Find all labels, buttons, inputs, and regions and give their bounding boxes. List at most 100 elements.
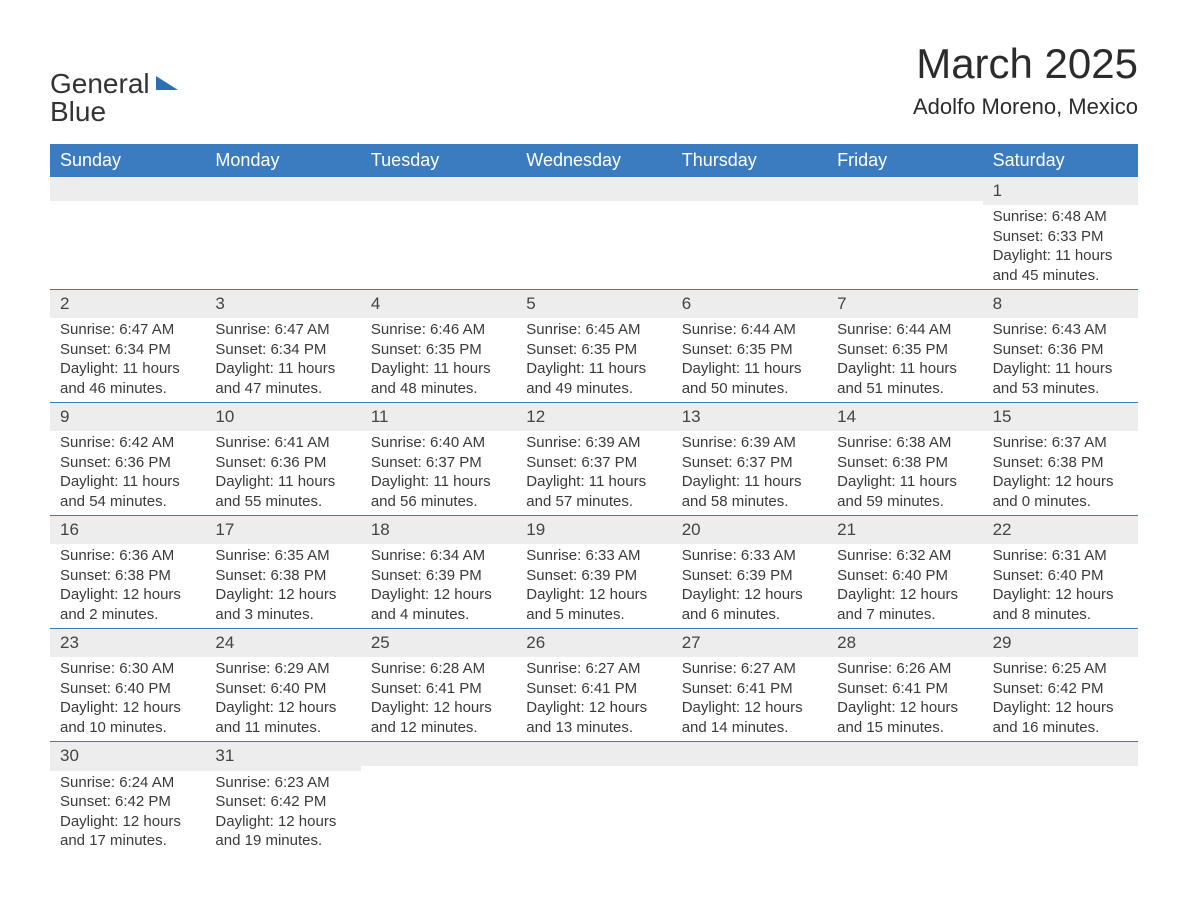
sunrise-text: Sunrise: 6:26 AM — [837, 659, 972, 679]
day-number: 26 — [516, 629, 671, 657]
sunset-text: Sunset: 6:40 PM — [993, 566, 1128, 586]
day-cell: 6Sunrise: 6:44 AMSunset: 6:35 PMDaylight… — [672, 290, 827, 402]
day-cell: 30Sunrise: 6:24 AMSunset: 6:42 PMDayligh… — [50, 742, 205, 854]
daylight-text-1: Daylight: 12 hours — [993, 472, 1128, 492]
day-cell — [672, 177, 827, 289]
daylight-text-2: and 58 minutes. — [682, 492, 817, 512]
day-details: Sunrise: 6:39 AMSunset: 6:37 PMDaylight:… — [516, 431, 671, 515]
day-cell — [827, 177, 982, 289]
day-number: 19 — [516, 516, 671, 544]
logo-triangle-icon — [156, 76, 178, 90]
sunrise-text: Sunrise: 6:33 AM — [682, 546, 817, 566]
daylight-text-1: Daylight: 12 hours — [371, 698, 506, 718]
day-details: Sunrise: 6:47 AMSunset: 6:34 PMDaylight:… — [50, 318, 205, 402]
day-cell: 20Sunrise: 6:33 AMSunset: 6:39 PMDayligh… — [672, 516, 827, 628]
daylight-text-2: and 51 minutes. — [837, 379, 972, 399]
day-number: 11 — [361, 403, 516, 431]
day-number: 30 — [50, 742, 205, 770]
daylight-text-2: and 54 minutes. — [60, 492, 195, 512]
sunset-text: Sunset: 6:34 PM — [215, 340, 350, 360]
day-details: Sunrise: 6:47 AMSunset: 6:34 PMDaylight:… — [205, 318, 360, 402]
daylight-text-1: Daylight: 11 hours — [526, 472, 661, 492]
sunset-text: Sunset: 6:35 PM — [371, 340, 506, 360]
daylight-text-2: and 55 minutes. — [215, 492, 350, 512]
day-number: 1 — [983, 177, 1138, 205]
day-cell: 3Sunrise: 6:47 AMSunset: 6:34 PMDaylight… — [205, 290, 360, 402]
day-cell: 12Sunrise: 6:39 AMSunset: 6:37 PMDayligh… — [516, 403, 671, 515]
empty-day-bar — [672, 177, 827, 201]
day-number: 17 — [205, 516, 360, 544]
daylight-text-2: and 5 minutes. — [526, 605, 661, 625]
day-details: Sunrise: 6:26 AMSunset: 6:41 PMDaylight:… — [827, 657, 982, 741]
day-details: Sunrise: 6:43 AMSunset: 6:36 PMDaylight:… — [983, 318, 1138, 402]
daylight-text-1: Daylight: 12 hours — [526, 585, 661, 605]
sunset-text: Sunset: 6:35 PM — [526, 340, 661, 360]
daylight-text-2: and 14 minutes. — [682, 718, 817, 738]
weeks-container: 1Sunrise: 6:48 AMSunset: 6:33 PMDaylight… — [50, 177, 1138, 855]
daylight-text-1: Daylight: 11 hours — [215, 472, 350, 492]
day-details: Sunrise: 6:27 AMSunset: 6:41 PMDaylight:… — [516, 657, 671, 741]
sunrise-text: Sunrise: 6:46 AM — [371, 320, 506, 340]
sunrise-text: Sunrise: 6:37 AM — [993, 433, 1128, 453]
day-number: 31 — [205, 742, 360, 770]
day-cell: 21Sunrise: 6:32 AMSunset: 6:40 PMDayligh… — [827, 516, 982, 628]
sunrise-text: Sunrise: 6:42 AM — [60, 433, 195, 453]
sunrise-text: Sunrise: 6:48 AM — [993, 207, 1128, 227]
empty-day-bar — [983, 742, 1138, 766]
daylight-text-1: Daylight: 11 hours — [526, 359, 661, 379]
day-cell: 25Sunrise: 6:28 AMSunset: 6:41 PMDayligh… — [361, 629, 516, 741]
sunrise-text: Sunrise: 6:44 AM — [682, 320, 817, 340]
daylight-text-1: Daylight: 11 hours — [60, 472, 195, 492]
day-cell: 24Sunrise: 6:29 AMSunset: 6:40 PMDayligh… — [205, 629, 360, 741]
sunrise-text: Sunrise: 6:45 AM — [526, 320, 661, 340]
day-details: Sunrise: 6:29 AMSunset: 6:40 PMDaylight:… — [205, 657, 360, 741]
day-number: 14 — [827, 403, 982, 431]
daylight-text-1: Daylight: 12 hours — [60, 585, 195, 605]
day-cell: 7Sunrise: 6:44 AMSunset: 6:35 PMDaylight… — [827, 290, 982, 402]
sunset-text: Sunset: 6:41 PM — [526, 679, 661, 699]
week-row: 30Sunrise: 6:24 AMSunset: 6:42 PMDayligh… — [50, 742, 1138, 854]
empty-day-bar — [205, 177, 360, 201]
day-cell — [516, 177, 671, 289]
daylight-text-1: Daylight: 12 hours — [993, 585, 1128, 605]
day-number: 28 — [827, 629, 982, 657]
day-cell — [50, 177, 205, 289]
day-number: 20 — [672, 516, 827, 544]
sunset-text: Sunset: 6:35 PM — [837, 340, 972, 360]
day-cell: 13Sunrise: 6:39 AMSunset: 6:37 PMDayligh… — [672, 403, 827, 515]
day-details: Sunrise: 6:48 AMSunset: 6:33 PMDaylight:… — [983, 205, 1138, 289]
daylight-text-2: and 7 minutes. — [837, 605, 972, 625]
day-cell — [516, 742, 671, 854]
day-details: Sunrise: 6:37 AMSunset: 6:38 PMDaylight:… — [983, 431, 1138, 515]
daylight-text-2: and 47 minutes. — [215, 379, 350, 399]
day-number: 10 — [205, 403, 360, 431]
day-cell — [205, 177, 360, 289]
day-number: 23 — [50, 629, 205, 657]
day-details: Sunrise: 6:24 AMSunset: 6:42 PMDaylight:… — [50, 771, 205, 855]
daylight-text-1: Daylight: 11 hours — [682, 359, 817, 379]
sunrise-text: Sunrise: 6:27 AM — [526, 659, 661, 679]
sunset-text: Sunset: 6:37 PM — [371, 453, 506, 473]
sunrise-text: Sunrise: 6:39 AM — [682, 433, 817, 453]
daylight-text-2: and 46 minutes. — [60, 379, 195, 399]
daylight-text-2: and 3 minutes. — [215, 605, 350, 625]
day-cell — [827, 742, 982, 854]
sunset-text: Sunset: 6:36 PM — [215, 453, 350, 473]
logo-text-general: General — [50, 70, 150, 98]
sunrise-text: Sunrise: 6:40 AM — [371, 433, 506, 453]
day-number: 9 — [50, 403, 205, 431]
sunrise-text: Sunrise: 6:28 AM — [371, 659, 506, 679]
day-cell: 23Sunrise: 6:30 AMSunset: 6:40 PMDayligh… — [50, 629, 205, 741]
title-block: March 2025 Adolfo Moreno, Mexico — [913, 40, 1138, 120]
weekday-saturday: Saturday — [983, 144, 1138, 177]
day-number: 24 — [205, 629, 360, 657]
day-number: 4 — [361, 290, 516, 318]
sunrise-text: Sunrise: 6:41 AM — [215, 433, 350, 453]
daylight-text-1: Daylight: 12 hours — [371, 585, 506, 605]
day-number: 2 — [50, 290, 205, 318]
daylight-text-1: Daylight: 12 hours — [215, 585, 350, 605]
day-cell: 14Sunrise: 6:38 AMSunset: 6:38 PMDayligh… — [827, 403, 982, 515]
weekday-tuesday: Tuesday — [361, 144, 516, 177]
sunrise-text: Sunrise: 6:38 AM — [837, 433, 972, 453]
empty-day-bar — [361, 177, 516, 201]
